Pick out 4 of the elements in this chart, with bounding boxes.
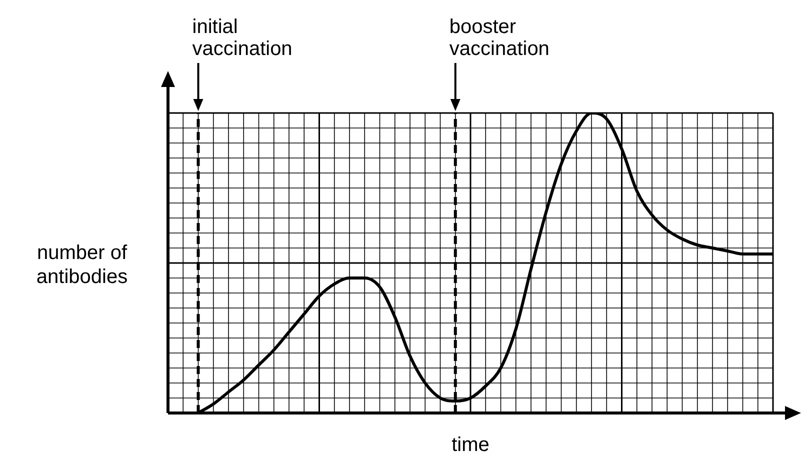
y-axis-title: number of antibodies [36, 242, 128, 288]
text: booster vaccination [449, 16, 550, 60]
text: initial vaccination [192, 16, 292, 60]
x-axis-title: time [452, 434, 490, 456]
